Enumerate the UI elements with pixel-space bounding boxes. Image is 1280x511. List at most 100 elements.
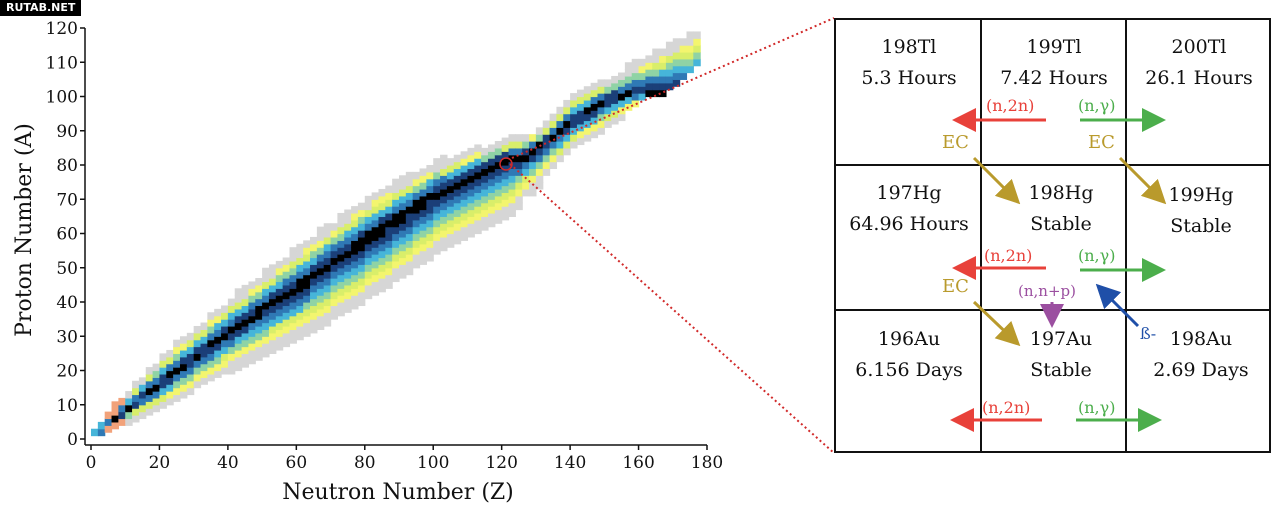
heat-cell [132, 408, 140, 416]
heat-cell [132, 380, 140, 389]
heat-cell [405, 260, 414, 269]
heat-cell [453, 175, 462, 183]
heat-cell [638, 86, 646, 94]
heat-cell [200, 336, 208, 344]
heat-cell [405, 240, 414, 248]
heat-cell [241, 346, 250, 354]
heat-cell [501, 171, 510, 180]
heat-cell [282, 339, 291, 348]
heat-cell [474, 144, 482, 152]
heat-cell [583, 127, 592, 135]
heat-cell [399, 264, 407, 272]
heat-cell [227, 360, 236, 368]
heat-cell [590, 123, 599, 132]
heat-cell [412, 247, 421, 255]
heat-cell [659, 55, 667, 63]
heat-cell [344, 216, 352, 224]
heat-cell [378, 236, 386, 245]
heat-cell [645, 62, 653, 70]
heat-cell [392, 267, 400, 276]
heat-cell [186, 346, 195, 354]
heat-cell [193, 353, 202, 361]
heat-cell [193, 332, 202, 341]
heat-cell [604, 99, 612, 108]
heat-cell [262, 322, 270, 330]
heat-cell [494, 175, 503, 183]
heat-cell [460, 165, 469, 173]
heat-cell [351, 288, 359, 296]
heat-cell [460, 178, 469, 187]
x-tick-label: 0 [86, 453, 97, 473]
heat-cell [549, 147, 558, 156]
heat-cell [173, 346, 181, 354]
heat-cell [679, 65, 688, 74]
heat-cell [556, 147, 564, 156]
heat-cell [248, 329, 256, 337]
heat-cell [289, 267, 297, 276]
heat-cell [221, 353, 229, 361]
heat-cell [221, 346, 229, 354]
nuclide-name: 200Tl [1171, 36, 1227, 58]
heat-cell [323, 264, 332, 272]
heat-cell [412, 185, 421, 193]
nuclide-name: 197Au [1029, 328, 1093, 350]
heat-cell [474, 165, 482, 173]
grid-divider [836, 164, 1269, 166]
heat-cell [604, 86, 612, 94]
heat-cell [672, 58, 681, 67]
heat-cell [262, 329, 270, 337]
heat-cell [275, 281, 284, 289]
heat-cell [481, 223, 489, 231]
heat-cell [357, 284, 366, 293]
heat-cell [364, 264, 373, 272]
heat-cell [207, 312, 215, 320]
heat-cell [446, 206, 455, 214]
heat-cell [426, 219, 434, 228]
heat-cell [508, 175, 516, 183]
heat-cell [563, 113, 571, 122]
heat-cell [357, 236, 366, 245]
heat-cell [631, 65, 640, 74]
heat-cell [330, 291, 338, 300]
heat-cell [659, 89, 667, 98]
heat-cell [221, 319, 229, 327]
heat-cell [576, 96, 585, 104]
heat-cell [446, 199, 455, 207]
heat-cell [248, 356, 256, 365]
heat-cell [631, 86, 640, 94]
heat-cell [529, 168, 537, 176]
heat-cell [611, 110, 619, 118]
heat-cell [665, 62, 674, 70]
heat-cell [138, 404, 147, 413]
heat-cell [268, 319, 277, 327]
heat-cell [659, 69, 667, 77]
heat-cell [316, 315, 325, 324]
heat-cell [303, 260, 311, 269]
heat-cell [453, 188, 462, 197]
y-tick-label: 10 [56, 396, 78, 416]
heat-cell [440, 195, 448, 204]
heat-cell [179, 336, 188, 344]
heat-cell [405, 171, 414, 180]
heat-cell [91, 428, 99, 437]
heat-cell [323, 305, 332, 313]
heat-cell [159, 401, 167, 409]
reaction-n2n-label: (n,2n) [982, 398, 1031, 417]
reaction-n2n-label: (n,2n) [986, 96, 1035, 115]
heat-cell [487, 171, 496, 180]
heat-cell [125, 397, 133, 406]
heat-cell [460, 219, 469, 228]
heat-cell [659, 75, 667, 84]
heat-cell [255, 305, 263, 313]
heat-cell [303, 302, 311, 310]
heat-cell [289, 295, 297, 303]
heat-cell [241, 332, 250, 341]
heat-cell [159, 360, 167, 368]
heat-cell [446, 185, 455, 193]
heat-cell [433, 192, 441, 200]
heat-cell [255, 346, 263, 354]
heat-cell [344, 230, 352, 238]
heat-cell [262, 281, 270, 289]
heat-cell [405, 206, 414, 214]
reaction-ngamma-label: (n,γ) [1078, 398, 1116, 417]
